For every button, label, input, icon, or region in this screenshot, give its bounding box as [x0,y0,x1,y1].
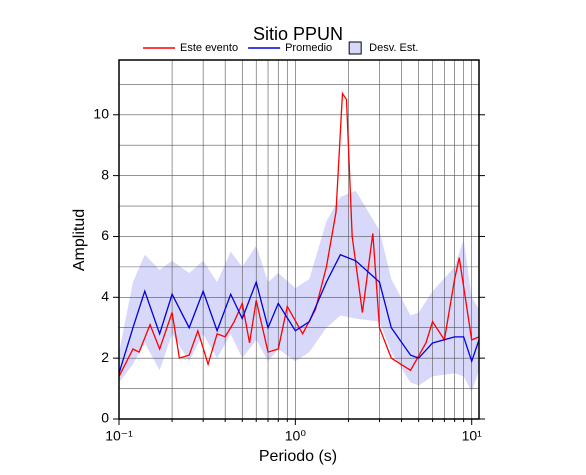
y-tick-label: 10 [93,105,109,121]
x-tick-label: 10⁰ [285,428,307,444]
y-tick-label: 8 [101,166,109,182]
y-axis-label: Amplitud [71,209,88,271]
legend-label: Promedio [285,42,332,54]
x-tick-label: 10⁻¹ [105,428,133,444]
chart-title: Sitio PPUN [253,24,343,44]
x-axis-label: Periodo (s) [259,448,337,465]
legend-swatch [348,41,362,55]
y-tick-label: 2 [101,349,109,365]
y-tick-label: 6 [101,227,109,243]
plot-frame [118,59,480,420]
series-line [118,253,480,374]
y-tick-label: 4 [101,288,109,304]
y-tick-label: 0 [101,410,109,426]
legend-label: Desv. Est. [369,42,418,54]
x-tick-label: 10¹ [462,428,483,444]
std-band [119,190,479,392]
legend-label: Este evento [180,42,238,54]
series-line [118,91,480,377]
